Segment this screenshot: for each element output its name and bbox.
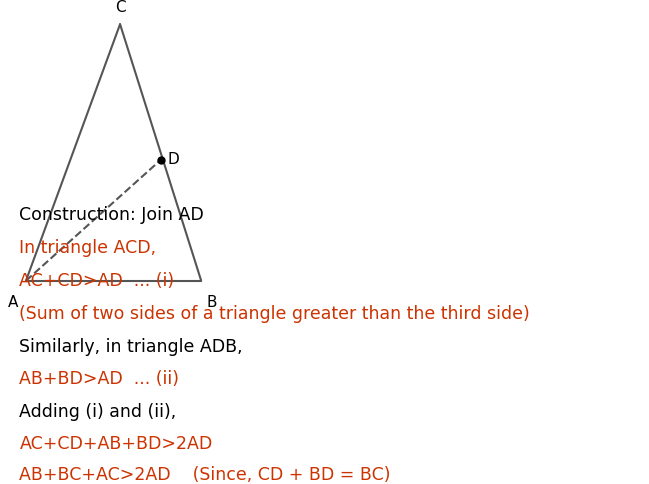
Text: AB+BD>AD  ... (ii): AB+BD>AD ... (ii) [19, 370, 180, 389]
Text: Construction: Join AD: Construction: Join AD [19, 206, 204, 225]
Text: AB+BC+AC>2AD    (Since, CD + BD = BC): AB+BC+AC>2AD (Since, CD + BD = BC) [19, 466, 391, 484]
Text: (Sum of two sides of a triangle greater than the third side): (Sum of two sides of a triangle greater … [19, 304, 530, 323]
Text: C: C [115, 0, 125, 15]
Text: D: D [167, 152, 179, 167]
Text: Similarly, in triangle ADB,: Similarly, in triangle ADB, [19, 337, 243, 356]
Text: In triangle ACD,: In triangle ACD, [19, 239, 156, 257]
Text: A: A [8, 295, 18, 310]
Text: AC+CD>AD  ... (i): AC+CD>AD ... (i) [19, 272, 175, 290]
Text: Adding (i) and (ii),: Adding (i) and (ii), [19, 403, 177, 422]
Text: AC+CD+AB+BD>2AD: AC+CD+AB+BD>2AD [19, 435, 213, 454]
Text: B: B [206, 295, 217, 310]
